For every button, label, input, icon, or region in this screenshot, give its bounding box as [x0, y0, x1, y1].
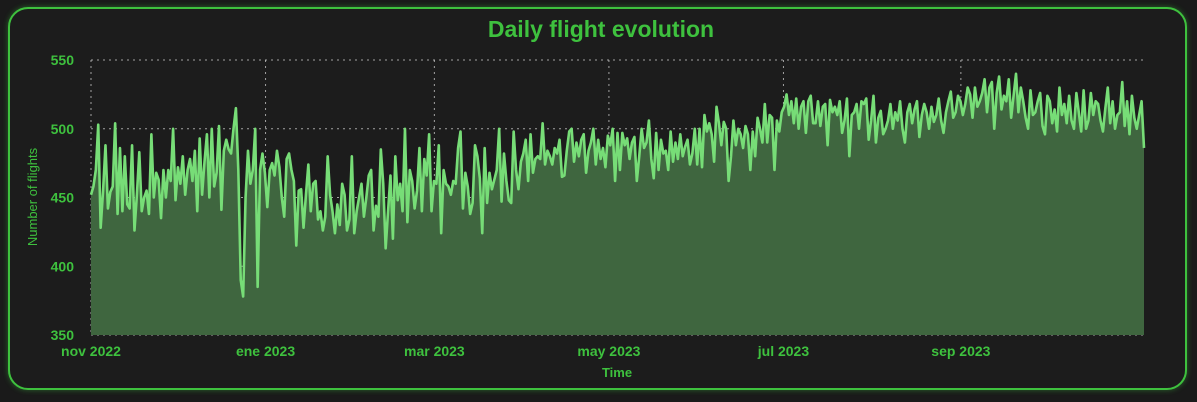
y-tick-label: 550: [51, 52, 75, 68]
x-tick-label: ene 2023: [236, 343, 295, 359]
x-tick-label: jul 2023: [757, 343, 810, 359]
y-tick-label: 400: [51, 258, 75, 274]
y-tick-label: 350: [51, 327, 75, 343]
y-tick-label: 500: [51, 121, 75, 137]
x-tick-label: sep 2023: [931, 343, 990, 359]
x-tick-label: nov 2022: [61, 343, 121, 359]
y-tick-label: 450: [51, 190, 75, 206]
x-tick-label: mar 2023: [404, 343, 465, 359]
chart-title: Daily flight evolution: [488, 16, 714, 42]
x-axis-ticks: nov 2022 ene 2023 mar 2023 may 2023 jul 2023…: [61, 343, 991, 359]
series-line: [89, 72, 1146, 298]
x-tick-label: may 2023: [577, 343, 640, 359]
y-axis-ticks: 350 400 450 500 550: [51, 52, 75, 343]
x-axis-label: Time: [602, 365, 632, 380]
y-axis-label: Number of flights: [25, 147, 40, 246]
series-area-fill: [91, 73, 1144, 335]
